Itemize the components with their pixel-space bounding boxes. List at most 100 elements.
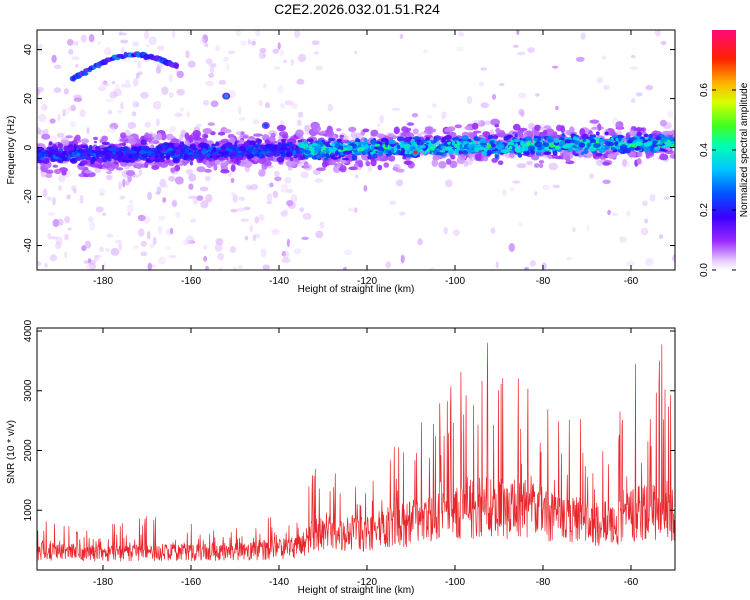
spectrogram-cell	[607, 153, 617, 160]
spectrogram-cell	[84, 240, 92, 249]
spectrogram-cell	[512, 123, 521, 131]
spectrogram-cell	[47, 196, 52, 201]
spectrogram-cell	[271, 228, 280, 235]
spectrogram-cell	[344, 249, 352, 255]
spectrogram-cell	[57, 218, 64, 226]
spectrogram-cell	[337, 149, 342, 152]
spectrogram-cell	[235, 30, 241, 37]
spectrogram-cell	[604, 131, 609, 136]
spectrogram-cell	[286, 200, 294, 207]
spectrogram-cell	[392, 163, 401, 171]
spectrogram-cell	[502, 189, 507, 196]
spectrogram-cell	[152, 236, 157, 246]
spectrogram-cell	[133, 245, 139, 250]
snr-y-tick-label: 1000	[23, 499, 34, 522]
spectrogram-cell	[516, 51, 526, 56]
spectrogram-cell	[402, 155, 407, 160]
spectrogram-cell	[507, 152, 517, 159]
spectrogram-cell	[298, 111, 304, 118]
colorbar-tick-label: 0.0	[699, 263, 710, 277]
spectrogram-cell	[451, 136, 460, 141]
spectrogram-cell	[289, 157, 294, 162]
spectrogram-cell	[190, 218, 196, 223]
spectrogram-cell	[188, 183, 194, 190]
spectrogram-cell	[343, 135, 350, 141]
spectrogram-cell	[626, 260, 635, 267]
colorbar-tick-label: 0.2	[699, 203, 710, 217]
spectrogram-cell	[376, 133, 385, 139]
spectrogram-cell	[84, 169, 93, 174]
spectrogram-cell	[431, 159, 439, 167]
spectrogram-cell	[416, 140, 421, 146]
spectrogram-cell	[433, 136, 438, 143]
spectrogram-cell	[189, 143, 196, 149]
spectrogram-x-tick-label: -120	[357, 276, 377, 287]
spectrogram-cell	[118, 32, 128, 36]
spectrogram-cell	[97, 40, 101, 45]
spectrogram-cell	[516, 30, 520, 36]
spectrogram-cell	[281, 138, 286, 142]
spectrogram-cell	[129, 150, 137, 154]
spectrogram-cell	[93, 254, 102, 258]
spectrogram-cell	[104, 153, 111, 160]
spectrogram-cell	[518, 108, 525, 116]
spectrogram-cell	[494, 123, 500, 128]
spectrogram-cell	[125, 154, 129, 160]
spectrogram-cell	[325, 155, 332, 159]
spectrogram-cell	[442, 111, 447, 119]
spectrogram-cell	[207, 122, 216, 126]
spectrogram-cell	[496, 149, 502, 155]
spectrogram-cell	[441, 136, 446, 143]
spectrogram-cell	[79, 109, 86, 118]
spectrogram-cell	[187, 152, 194, 155]
spectrogram-cell	[73, 40, 79, 47]
spectrogram-cell	[49, 118, 56, 124]
spectrogram-cell	[496, 141, 502, 144]
spectrogram-cell	[170, 167, 176, 174]
spectrogram-cell	[88, 144, 93, 151]
spectrogram-cell	[74, 134, 81, 142]
spectrogram-cell	[106, 171, 113, 174]
spectrogram-cell	[147, 262, 153, 270]
colorbar-label: Normalized spectral amplitude	[739, 82, 750, 217]
spectrogram-cell	[245, 184, 252, 190]
spectrogram-cell	[607, 209, 611, 215]
spectrogram-cell	[357, 141, 366, 145]
spectrogram-cell	[102, 212, 106, 216]
spectrogram-cell	[203, 255, 208, 262]
spectrogram-cell	[125, 159, 131, 163]
spectrogram-cell	[314, 178, 324, 183]
spectrogram-cell	[258, 100, 263, 106]
spectrogram-cell	[175, 149, 181, 155]
spectrogram-cell	[339, 165, 347, 173]
spectrogram-cell	[522, 153, 530, 156]
spectrogram-cell	[238, 196, 246, 201]
spectrogram-cell	[247, 38, 251, 45]
spectrogram-cell	[64, 251, 68, 259]
spectrogram-cell	[526, 130, 533, 138]
spectrogram-cell	[165, 133, 174, 141]
spectrogram-cell	[299, 155, 306, 160]
spectrogram-cell	[454, 124, 463, 129]
colorbar: 0.0 0.2 0.4 0.6 Normalized spectral amplitu…	[699, 30, 750, 277]
spectrogram-cell	[385, 261, 392, 269]
spectrogram-cell	[350, 131, 357, 139]
spectrogram-cell	[217, 131, 226, 136]
spectrogram-cell	[69, 121, 76, 128]
spectrogram-cell	[187, 60, 196, 68]
spectrogram-cell	[461, 135, 469, 142]
spectrogram-cell	[71, 151, 76, 158]
spectrogram-cell	[101, 141, 110, 145]
spectrogram-cell	[48, 141, 53, 146]
spectrogram-cell	[489, 140, 494, 145]
spectrogram-cell	[124, 180, 130, 186]
spectrogram-cell	[460, 140, 464, 144]
spectrogram-cell	[342, 157, 350, 161]
snr-x-tick-label: -120	[357, 577, 377, 588]
spectrogram-x-tick-label: -80	[536, 276, 551, 287]
spectrogram-cell	[141, 145, 149, 150]
spectrogram-cell	[553, 137, 560, 144]
spectrogram-cell	[121, 84, 127, 88]
spectrogram-cell	[399, 33, 404, 40]
spectrogram-cell	[630, 98, 636, 103]
